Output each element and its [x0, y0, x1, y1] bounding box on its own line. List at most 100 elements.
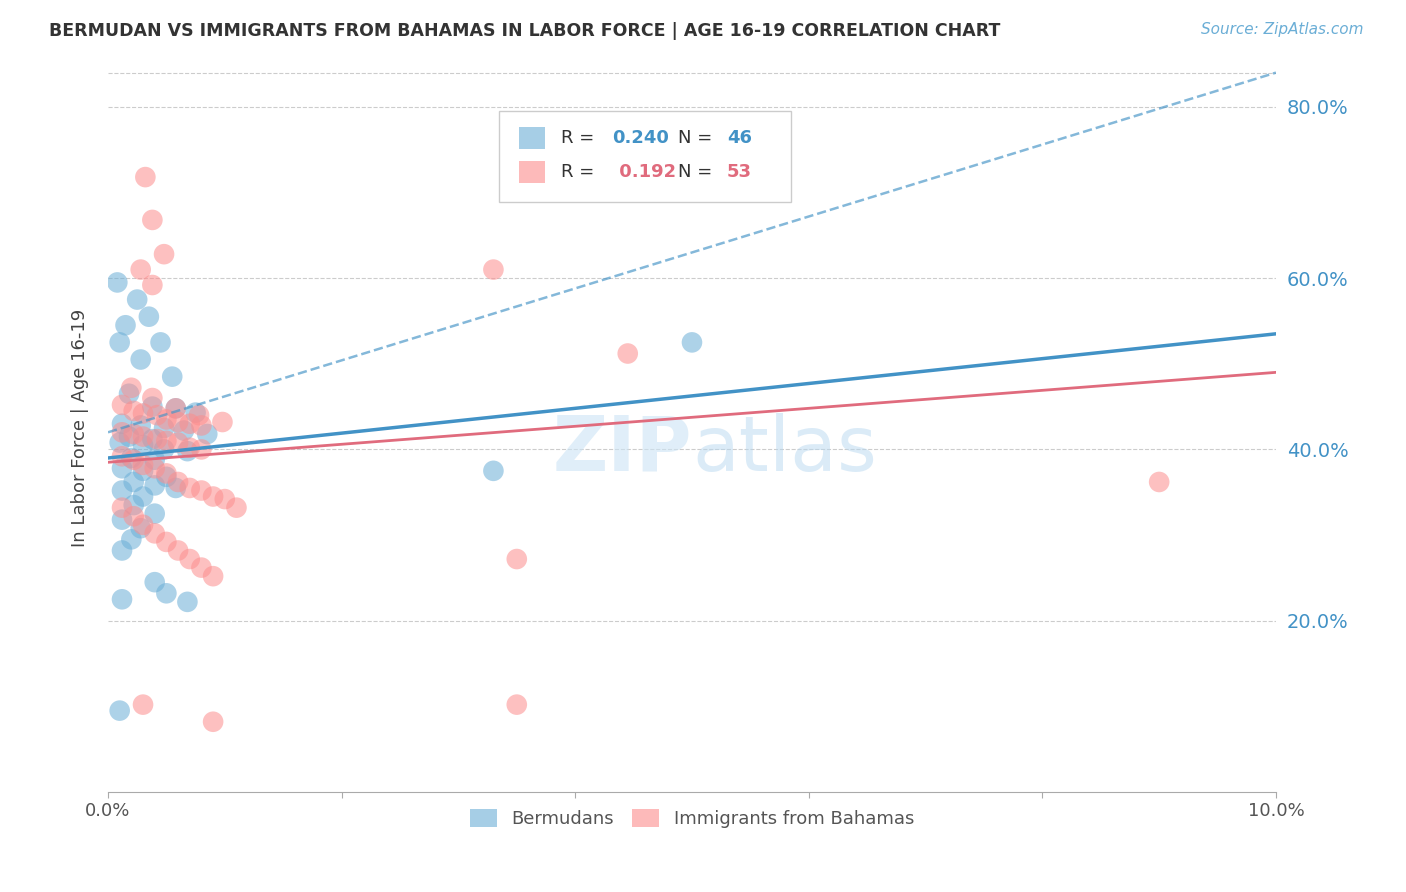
Text: R =: R =: [561, 129, 600, 147]
Point: [153, 442, 176, 457]
Text: 53: 53: [727, 163, 752, 181]
Point: [167, 435, 190, 450]
Point: [190, 442, 212, 457]
Point: [127, 293, 149, 307]
Point: [482, 464, 505, 478]
Point: [155, 586, 177, 600]
Point: [211, 415, 233, 429]
Point: [111, 461, 134, 475]
FancyBboxPatch shape: [519, 128, 544, 149]
Point: [184, 406, 207, 420]
Point: [179, 552, 201, 566]
Text: ZIP: ZIP: [553, 413, 692, 487]
Point: [190, 483, 212, 498]
Text: N =: N =: [678, 163, 718, 181]
Point: [129, 418, 152, 433]
Point: [506, 698, 529, 712]
FancyBboxPatch shape: [519, 161, 544, 183]
Point: [195, 427, 218, 442]
Y-axis label: In Labor Force | Age 16-19: In Labor Force | Age 16-19: [72, 309, 89, 547]
Point: [167, 543, 190, 558]
Point: [111, 513, 134, 527]
Point: [129, 352, 152, 367]
Point: [146, 432, 169, 446]
Point: [122, 475, 145, 489]
Point: [141, 391, 163, 405]
Point: [143, 526, 166, 541]
Point: [155, 434, 177, 448]
Text: 0.240: 0.240: [613, 129, 669, 147]
Point: [141, 400, 163, 414]
Point: [141, 432, 163, 446]
Point: [188, 408, 211, 422]
Point: [108, 435, 131, 450]
Text: R =: R =: [561, 163, 600, 181]
Point: [153, 247, 176, 261]
Point: [167, 415, 190, 429]
Point: [118, 386, 141, 401]
Point: [681, 335, 703, 350]
Point: [176, 444, 198, 458]
Point: [143, 461, 166, 475]
Point: [155, 412, 177, 426]
FancyBboxPatch shape: [499, 112, 792, 202]
Point: [179, 417, 201, 431]
Point: [120, 381, 142, 395]
Point: [153, 421, 176, 435]
Point: [167, 475, 190, 489]
Point: [482, 262, 505, 277]
Point: [120, 450, 142, 465]
Point: [190, 560, 212, 574]
Point: [138, 310, 160, 324]
Point: [141, 213, 163, 227]
Point: [176, 595, 198, 609]
Point: [143, 478, 166, 492]
Point: [146, 408, 169, 422]
Point: [120, 533, 142, 547]
Point: [114, 318, 136, 333]
Point: [108, 335, 131, 350]
Point: [165, 481, 187, 495]
Point: [616, 346, 638, 360]
Text: Source: ZipAtlas.com: Source: ZipAtlas.com: [1201, 22, 1364, 37]
Point: [122, 404, 145, 418]
Point: [202, 569, 225, 583]
Point: [155, 467, 177, 481]
Point: [155, 535, 177, 549]
Point: [129, 262, 152, 277]
Text: BERMUDAN VS IMMIGRANTS FROM BAHAMAS IN LABOR FORCE | AGE 16-19 CORRELATION CHART: BERMUDAN VS IMMIGRANTS FROM BAHAMAS IN L…: [49, 22, 1001, 40]
Point: [143, 452, 166, 467]
Point: [179, 481, 201, 495]
Point: [190, 418, 212, 433]
Point: [111, 425, 134, 440]
Point: [179, 441, 201, 455]
Point: [149, 335, 172, 350]
Point: [111, 450, 134, 464]
Point: [225, 500, 247, 515]
Point: [132, 407, 155, 421]
Point: [129, 521, 152, 535]
Text: 46: 46: [727, 129, 752, 147]
Point: [214, 492, 236, 507]
Point: [202, 490, 225, 504]
Text: atlas: atlas: [692, 413, 877, 487]
Text: N =: N =: [678, 129, 718, 147]
Point: [132, 464, 155, 478]
Point: [132, 490, 155, 504]
Point: [202, 714, 225, 729]
Point: [155, 470, 177, 484]
Point: [141, 278, 163, 293]
Point: [122, 427, 145, 442]
Point: [122, 498, 145, 512]
Point: [160, 369, 183, 384]
Point: [111, 543, 134, 558]
Point: [1147, 475, 1170, 489]
Point: [132, 458, 155, 472]
Point: [143, 575, 166, 590]
Point: [111, 592, 134, 607]
Point: [111, 417, 134, 431]
Point: [165, 401, 187, 416]
Legend: Bermudans, Immigrants from Bahamas: Bermudans, Immigrants from Bahamas: [463, 802, 921, 835]
Point: [111, 398, 134, 412]
Point: [105, 276, 128, 290]
